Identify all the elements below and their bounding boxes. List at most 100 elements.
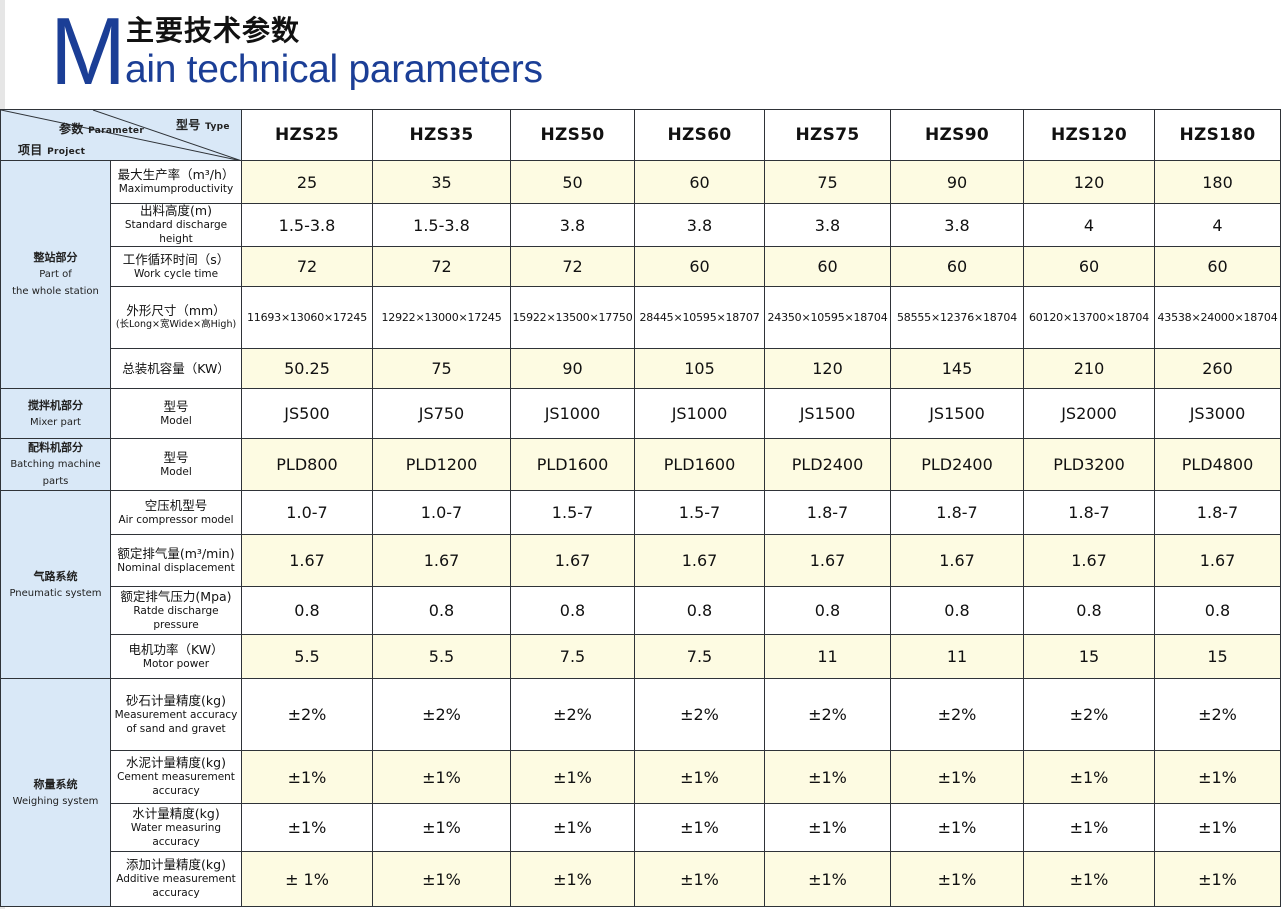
- value-cell: ±1%: [372, 803, 511, 852]
- table-row: 添加计量精度(kg) Additive measurement accuracy ±…: [1, 851, 1281, 907]
- value-cell: 120: [1023, 160, 1155, 204]
- value-cell: 1.67: [634, 534, 765, 587]
- group-name-cn: 气路系统: [33, 569, 78, 583]
- model-header-hzs90: HZS90: [890, 109, 1024, 161]
- parameter-name-cn: 总装机容量（KW）: [122, 360, 230, 376]
- value-cell: PLD800: [241, 438, 373, 491]
- group-name-en: Pneumatic system: [9, 587, 102, 599]
- value-cell: ±1%: [634, 750, 765, 804]
- model-header-hzs25: HZS25: [241, 109, 373, 161]
- group-cell: 气路系统 Pneumatic system: [0, 490, 111, 679]
- parameter-name-en: Maximumproductivity: [118, 183, 234, 195]
- parameter-name-cn: 工作循环时间（s）: [122, 251, 230, 267]
- value-cell: 72: [510, 246, 635, 287]
- value-cell: ±1%: [890, 803, 1024, 852]
- parameter-name-cn: 最大生产率（m³/h）: [117, 167, 235, 182]
- value-cell: 1.67: [764, 534, 891, 587]
- value-cell: 5.5: [372, 634, 511, 679]
- value-cell: ±2%: [510, 678, 635, 751]
- group-name-en: Weighing system: [12, 795, 99, 807]
- value-cell: 1.5-3.8: [241, 203, 373, 247]
- value-cell: JS1000: [510, 388, 635, 439]
- parameter-label-cell: 额定排气压力(Mpa) Ratde discharge pressure: [110, 586, 242, 635]
- value-cell: PLD3200: [1023, 438, 1155, 491]
- value-cell: 0.8: [372, 586, 511, 635]
- parameter-label-cell: 外形尺寸（mm） (长Long×宽Wide×高High): [110, 286, 242, 349]
- table-row: 整站部分 Part of the whole station 最大生产率（m³/h） M…: [0, 160, 1281, 389]
- value-cell: ±1%: [510, 750, 635, 804]
- group-cell: 搅拌机部分 Mixer part: [0, 388, 111, 439]
- table-row: 气路系统 Pneumatic system 空压机型号 Air compressor …: [0, 490, 1281, 679]
- parameter-label-cell: 型号 Model: [110, 438, 242, 491]
- model-header-hzs50: HZS50: [510, 109, 635, 161]
- parameter-name-cn: 添加计量精度(kg): [126, 857, 226, 872]
- value-cell: ±1%: [1154, 750, 1281, 804]
- table-row: 水泥计量精度(kg) Cement measurement accuracy ±1%…: [1, 750, 1281, 804]
- parameter-name-en: Water measuring accuracy: [130, 821, 222, 848]
- value-cell: PLD2400: [890, 438, 1024, 491]
- value-cell: PLD1600: [510, 438, 635, 491]
- value-cell: 105: [634, 348, 765, 389]
- model-header-hzs35: HZS35: [372, 109, 511, 161]
- value-cell: 1.5-7: [510, 490, 635, 535]
- value-cell: 180: [1154, 160, 1281, 204]
- value-cell: 25: [241, 160, 373, 204]
- parameter-label-cell: 工作循环时间（s） Work cycle time: [110, 246, 242, 287]
- group-cell: 配料机部分 Batching machine parts: [0, 438, 111, 491]
- value-cell: 120: [764, 348, 891, 389]
- group-name-en-line2: the whole station: [12, 286, 99, 297]
- parameter-name-cn: 型号: [163, 449, 189, 465]
- value-cell: 7.5: [510, 634, 635, 679]
- page-title-english: ain technical parameters: [125, 48, 543, 91]
- value-cell: 1.67: [1154, 534, 1281, 587]
- value-cell: 60: [634, 160, 765, 204]
- parameter-name-cn: 电机功率（KW）: [128, 641, 224, 657]
- value-cell: 11: [764, 634, 891, 679]
- value-cell: 0.8: [1154, 586, 1281, 635]
- value-cell: 58555×12376×18704: [890, 286, 1024, 349]
- parameter-name-en: Model: [160, 414, 192, 427]
- parameter-label-cell: 最大生产率（m³/h） Maximumproductivity: [110, 160, 242, 204]
- value-cell: 4: [1154, 203, 1281, 247]
- group-name-cn: 搅拌机部分: [28, 398, 83, 412]
- value-cell: 1.5-3.8: [372, 203, 511, 247]
- table-row: 搅拌机部分 Mixer part 型号 Model JS500 JS750 JS1000 JS…: [0, 388, 1281, 439]
- value-cell: 1.67: [241, 534, 373, 587]
- table-row: 水计量精度(kg) Water measuring accuracy ±1% ±1% ±…: [1, 803, 1281, 852]
- model-header-hzs75: HZS75: [764, 109, 891, 161]
- value-cell: 3.8: [890, 203, 1024, 247]
- value-cell: ±1%: [890, 851, 1024, 907]
- value-cell: 3.8: [634, 203, 765, 247]
- value-cell: 50: [510, 160, 635, 204]
- value-cell: ± 1%: [241, 851, 373, 907]
- value-cell: ±1%: [1154, 803, 1281, 852]
- parameter-label-cell: 砂石计量精度(kg) Measurement accuracy of sand a…: [110, 678, 242, 751]
- value-cell: JS2000: [1023, 388, 1155, 439]
- parameter-name-cn: 额定排气量(m³/min): [117, 545, 235, 561]
- value-cell: 145: [890, 348, 1024, 389]
- value-cell: 35: [372, 160, 511, 204]
- parameter-label-cell: 额定排气量(m³/min) Nominal displacement: [110, 534, 242, 587]
- parameter-name-en: Standard discharge height: [124, 219, 228, 245]
- group-name-en: Batching machine parts: [10, 459, 101, 487]
- table-row: 额定排气量(m³/min) Nominal displacement 1.67 1.6…: [1, 534, 1281, 587]
- value-cell: 60: [634, 246, 765, 287]
- table-row: 电机功率（KW） Motor power 5.5 5.5 7.5 7.5 11 11 15 15: [1, 634, 1281, 679]
- technical-parameters-table: 型号 Type 参数 Parameter 项目 Project HZS25 HZS…: [0, 109, 1281, 907]
- value-cell: 72: [372, 246, 511, 287]
- value-cell: JS1500: [890, 388, 1024, 439]
- value-cell: 4: [1023, 203, 1155, 247]
- value-cell: 5.5: [241, 634, 373, 679]
- parameter-name-cn: 出料高度(m): [140, 203, 212, 218]
- parameter-name-cn: 砂石计量精度(kg): [126, 692, 226, 708]
- value-cell: ±1%: [241, 750, 373, 804]
- value-cell: 11693×13060×17245: [241, 286, 373, 349]
- value-cell: 60: [1154, 246, 1281, 287]
- parameter-name-en: Work cycle time: [133, 267, 219, 280]
- value-cell: JS1500: [764, 388, 891, 439]
- group-name-cn: 配料机部分: [28, 441, 83, 454]
- value-cell: 1.5-7: [634, 490, 765, 535]
- parameter-label-cell: 水泥计量精度(kg) Cement measurement accuracy: [110, 750, 242, 804]
- value-cell: 0.8: [890, 586, 1024, 635]
- value-cell: ±1%: [1023, 851, 1155, 907]
